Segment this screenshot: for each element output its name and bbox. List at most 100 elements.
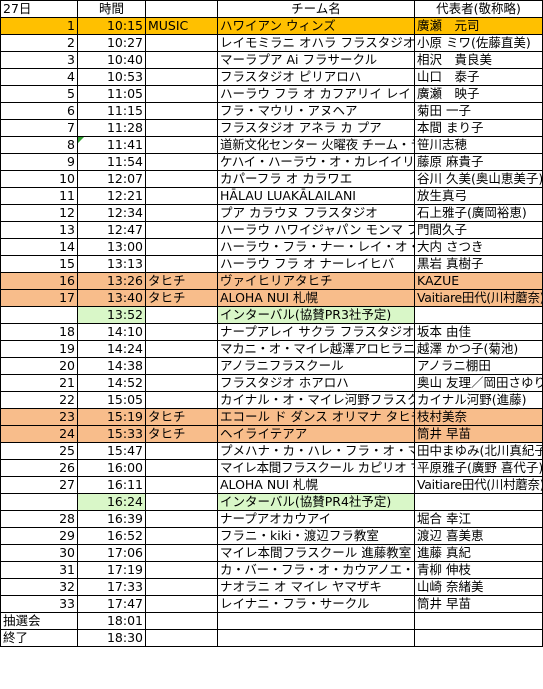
time-cell[interactable]: 18:30 — [77, 629, 146, 647]
day-header[interactable]: 27日 — [0, 0, 78, 18]
category-cell[interactable] — [145, 136, 218, 154]
time-cell[interactable]: 14:38 — [77, 357, 146, 375]
category-cell[interactable] — [145, 102, 218, 120]
representative-cell[interactable]: 石上雅子(廣岡裕恵) — [414, 204, 543, 222]
representative-cell[interactable]: 渡辺 喜美恵 — [414, 527, 543, 545]
order-cell[interactable]: 3 — [0, 51, 78, 69]
order-cell[interactable]: 19 — [0, 340, 78, 358]
representative-cell[interactable] — [414, 612, 543, 630]
category-cell[interactable] — [145, 544, 218, 562]
team-cell[interactable]: ハーラウ・フラ・ナー・レイ・オ・ホクロア — [217, 238, 415, 256]
team-cell[interactable]: ハーラウ ハワイジャパン モンマ フラ グループ — [217, 221, 415, 239]
time-cell[interactable]: 13:13 — [77, 255, 146, 273]
team-cell[interactable]: レイナニ・フラ・サークル — [217, 595, 415, 613]
representative-cell[interactable]: 筒井 早苗 — [414, 595, 543, 613]
order-cell[interactable]: 30 — [0, 544, 78, 562]
representative-cell[interactable]: 筒井 早苗 — [414, 425, 543, 443]
order-cell[interactable]: 29 — [0, 527, 78, 545]
category-cell[interactable] — [145, 527, 218, 545]
time-cell[interactable]: 17:47 — [77, 595, 146, 613]
time-cell[interactable]: 16:24 — [77, 493, 146, 511]
category-cell[interactable] — [145, 255, 218, 273]
category-cell[interactable]: タヒチ — [145, 408, 218, 426]
team-cell[interactable]: ナープアオカウアイ — [217, 510, 415, 528]
order-cell[interactable]: 33 — [0, 595, 78, 613]
category-cell[interactable] — [145, 442, 218, 460]
representative-cell[interactable]: 奥山 友理／岡田さゆり — [414, 374, 543, 392]
order-cell[interactable]: 5 — [0, 85, 78, 103]
order-cell[interactable]: 22 — [0, 391, 78, 409]
time-cell[interactable]: 11:15 — [77, 102, 146, 120]
team-cell[interactable]: プメハナ・カ・ハレ・フラ・オ・マーヘアラニ — [217, 442, 415, 460]
team-cell[interactable]: カパーフラ オ カラワエ — [217, 170, 415, 188]
category-cell[interactable]: タヒチ — [145, 289, 218, 307]
category-cell[interactable] — [145, 238, 218, 256]
category-cell[interactable] — [145, 170, 218, 188]
representative-cell[interactable] — [414, 629, 543, 647]
time-cell[interactable]: 12:47 — [77, 221, 146, 239]
order-cell[interactable]: 4 — [0, 68, 78, 86]
team-header[interactable]: チーム名 — [217, 0, 415, 18]
representative-cell[interactable]: 山崎 奈緒美 — [414, 578, 543, 596]
category-cell[interactable] — [145, 612, 218, 630]
representative-cell[interactable] — [414, 493, 543, 511]
order-cell[interactable]: 8 — [0, 136, 78, 154]
category-cell[interactable]: タヒチ — [145, 425, 218, 443]
representative-cell[interactable]: 谷川 久美(奥山恵美子) — [414, 170, 543, 188]
time-cell[interactable]: 13:52 — [77, 306, 146, 324]
team-cell[interactable]: フラスタジオ ピリアロハ — [217, 68, 415, 86]
time-cell[interactable]: 10:27 — [77, 34, 146, 52]
team-cell[interactable]: マカニ・オ・マイレ越澤アロヒラニ＆菊池敏華ホク・アロハ — [217, 340, 415, 358]
time-cell[interactable]: 13:00 — [77, 238, 146, 256]
category-cell[interactable]: タヒチ — [145, 272, 218, 290]
category-cell[interactable] — [145, 595, 218, 613]
team-cell[interactable]: レイモミラニ オハラ フラスタジオ — [217, 34, 415, 52]
order-cell[interactable] — [0, 493, 78, 511]
order-cell[interactable]: 24 — [0, 425, 78, 443]
time-cell[interactable]: 12:34 — [77, 204, 146, 222]
representative-cell[interactable]: 田中まゆみ(北川真紀子) — [414, 442, 543, 460]
representative-cell[interactable]: KAZUE — [414, 272, 543, 290]
order-cell[interactable]: 14 — [0, 238, 78, 256]
order-cell[interactable]: 13 — [0, 221, 78, 239]
team-cell[interactable]: アノラニフラスクール — [217, 357, 415, 375]
representative-cell[interactable]: 廣瀬 元司 — [414, 17, 543, 35]
team-cell[interactable]: プア カラウヌ フラスタジオ — [217, 204, 415, 222]
time-cell[interactable]: 13:26 — [77, 272, 146, 290]
representative-cell[interactable]: 笹川志穂 — [414, 136, 543, 154]
time-cell[interactable]: 10:53 — [77, 68, 146, 86]
time-cell[interactable]: 17:06 — [77, 544, 146, 562]
representative-cell[interactable]: 進藤 真紀 — [414, 544, 543, 562]
category-cell[interactable] — [145, 510, 218, 528]
category-cell[interactable] — [145, 357, 218, 375]
category-cell[interactable] — [145, 561, 218, 579]
order-cell[interactable]: 31 — [0, 561, 78, 579]
order-cell[interactable]: 抽選会 — [0, 612, 78, 630]
order-cell[interactable]: 16 — [0, 272, 78, 290]
representative-cell[interactable]: 大内 さつき — [414, 238, 543, 256]
time-cell[interactable]: 12:07 — [77, 170, 146, 188]
team-cell[interactable]: ケハイ・ハーラウ・オ・カレイイリマオカラニ・パー・オ・ラパ・カヒコ — [217, 153, 415, 171]
representative-cell[interactable]: Vaitiare田代(川村蘑奈) — [414, 476, 543, 494]
category-cell[interactable] — [145, 68, 218, 86]
order-cell[interactable]: 26 — [0, 459, 78, 477]
time-cell[interactable]: 16:52 — [77, 527, 146, 545]
time-cell[interactable]: 15:05 — [77, 391, 146, 409]
representative-cell[interactable]: 小原 ミワ(佐藤直美) — [414, 34, 543, 52]
order-cell[interactable]: 6 — [0, 102, 78, 120]
time-cell[interactable]: 15:19 — [77, 408, 146, 426]
team-cell[interactable]: マイレ本間フラスクール 進藤教室 — [217, 544, 415, 562]
category-cell[interactable] — [145, 153, 218, 171]
order-cell[interactable]: 17 — [0, 289, 78, 307]
category-cell[interactable] — [145, 323, 218, 341]
representative-cell[interactable]: 平原雅子(廣野 喜代子) — [414, 459, 543, 477]
team-cell[interactable]: カ・バー・フラ・オ・カウアノエ・オ・ヴァーヒラ・サッポロ — [217, 561, 415, 579]
order-cell[interactable]: 9 — [0, 153, 78, 171]
time-cell[interactable]: 18:01 — [77, 612, 146, 630]
team-cell[interactable]: ハーラウ フラ オ ナーレイヒバ — [217, 255, 415, 273]
time-cell[interactable]: 14:10 — [77, 323, 146, 341]
category-cell[interactable] — [145, 476, 218, 494]
team-cell[interactable]: フラスタジオ ホアロハ — [217, 374, 415, 392]
team-cell[interactable]: ナオラニ オ マイレ ヤマザキ — [217, 578, 415, 596]
time-cell[interactable]: 16:11 — [77, 476, 146, 494]
